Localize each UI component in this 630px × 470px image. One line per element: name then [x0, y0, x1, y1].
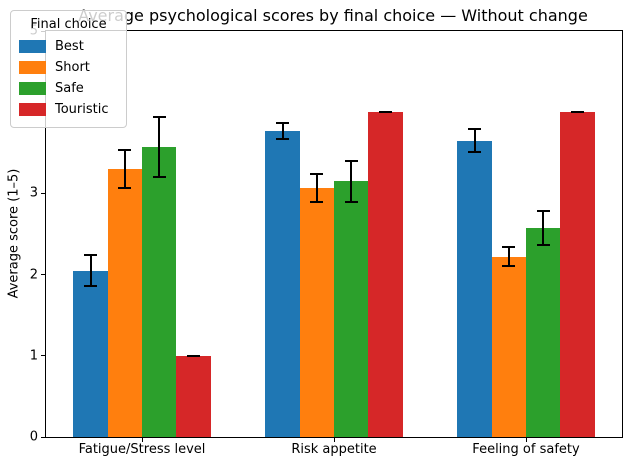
error-bar-cap [276, 137, 290, 140]
error-bar-cap [152, 116, 166, 119]
error-bar-line [473, 129, 476, 152]
error-bar-cap [502, 245, 516, 248]
bar-touristic-0 [176, 355, 211, 437]
error-bar-line [89, 255, 92, 286]
y-tick [41, 355, 46, 357]
legend-entry-safe: Safe [19, 78, 118, 99]
error-bar-cap [186, 354, 200, 357]
error-bar-line [315, 173, 318, 202]
error-bar-line [507, 246, 510, 267]
legend-entries: Best Short Safe Touristic [19, 36, 118, 120]
bar-touristic-1 [368, 112, 403, 437]
chart-title: Average psychological scores by final ch… [78, 6, 588, 25]
error-bar-cap [468, 150, 482, 153]
legend-entry-short: Short [19, 57, 118, 78]
bar-safe-0 [142, 147, 177, 437]
error-bar-cap [118, 149, 132, 152]
error-bar-cap [468, 128, 482, 131]
legend-entry-best: Best [19, 36, 118, 57]
y-tick [41, 192, 46, 194]
x-tick-label: Risk appetite [291, 442, 377, 457]
error-bar-cap [276, 121, 290, 124]
bar-safe-2 [526, 228, 561, 437]
y-tick [41, 274, 46, 276]
legend: Final choice Best Short Safe Touristic [10, 10, 127, 128]
bar-touristic-2 [560, 112, 595, 437]
legend-label: Safe [55, 81, 84, 96]
y-tick [41, 436, 46, 438]
legend-label: Short [55, 60, 90, 75]
y-tick-label: 2 [29, 267, 38, 283]
x-tick-label: Feeling of safety [472, 442, 580, 457]
error-bar-cap [570, 111, 584, 114]
legend-title: Final choice [30, 17, 107, 32]
y-tick-label: 0 [29, 429, 38, 445]
error-bar-cap [310, 200, 324, 203]
x-tick [141, 437, 143, 442]
error-bar-cap [344, 159, 358, 162]
error-bar-line [123, 150, 126, 188]
error-bar-cap [536, 210, 550, 213]
error-bar-cap [502, 265, 516, 268]
bar-short-2 [491, 256, 526, 437]
error-bar-cap [118, 186, 132, 189]
legend-entry-touristic: Touristic [19, 99, 118, 120]
error-bar-line [158, 117, 161, 178]
x-tick [333, 437, 335, 442]
error-bar-cap [310, 172, 324, 175]
y-tick-label: 3 [29, 185, 38, 201]
error-bar-line [281, 122, 284, 139]
y-axis-label: Average score (1–5) [6, 168, 22, 299]
error-bar-line [350, 160, 353, 202]
bar-best-0 [73, 270, 108, 437]
error-bar-cap [152, 176, 166, 179]
legend-label: Best [55, 39, 84, 54]
legend-swatch-safe [19, 82, 46, 95]
legend-swatch-touristic [19, 103, 46, 116]
error-bar-cap [378, 111, 392, 114]
legend-swatch-best [19, 40, 46, 53]
bar-short-0 [107, 169, 142, 437]
legend-label: Touristic [55, 102, 109, 117]
error-bar-cap [536, 244, 550, 247]
error-bar-cap [344, 200, 358, 203]
y-tick-label: 1 [29, 348, 38, 364]
x-tick-label: Fatigue/Stress level [78, 442, 206, 457]
error-bar-cap [84, 254, 98, 257]
bar-short-1 [299, 187, 334, 437]
bar-safe-1 [334, 181, 369, 437]
error-bar-line [542, 211, 545, 246]
bar-best-1 [265, 130, 300, 437]
bar-best-2 [457, 140, 492, 437]
legend-swatch-short [19, 61, 46, 74]
x-tick [525, 437, 527, 442]
error-bar-cap [84, 284, 98, 287]
